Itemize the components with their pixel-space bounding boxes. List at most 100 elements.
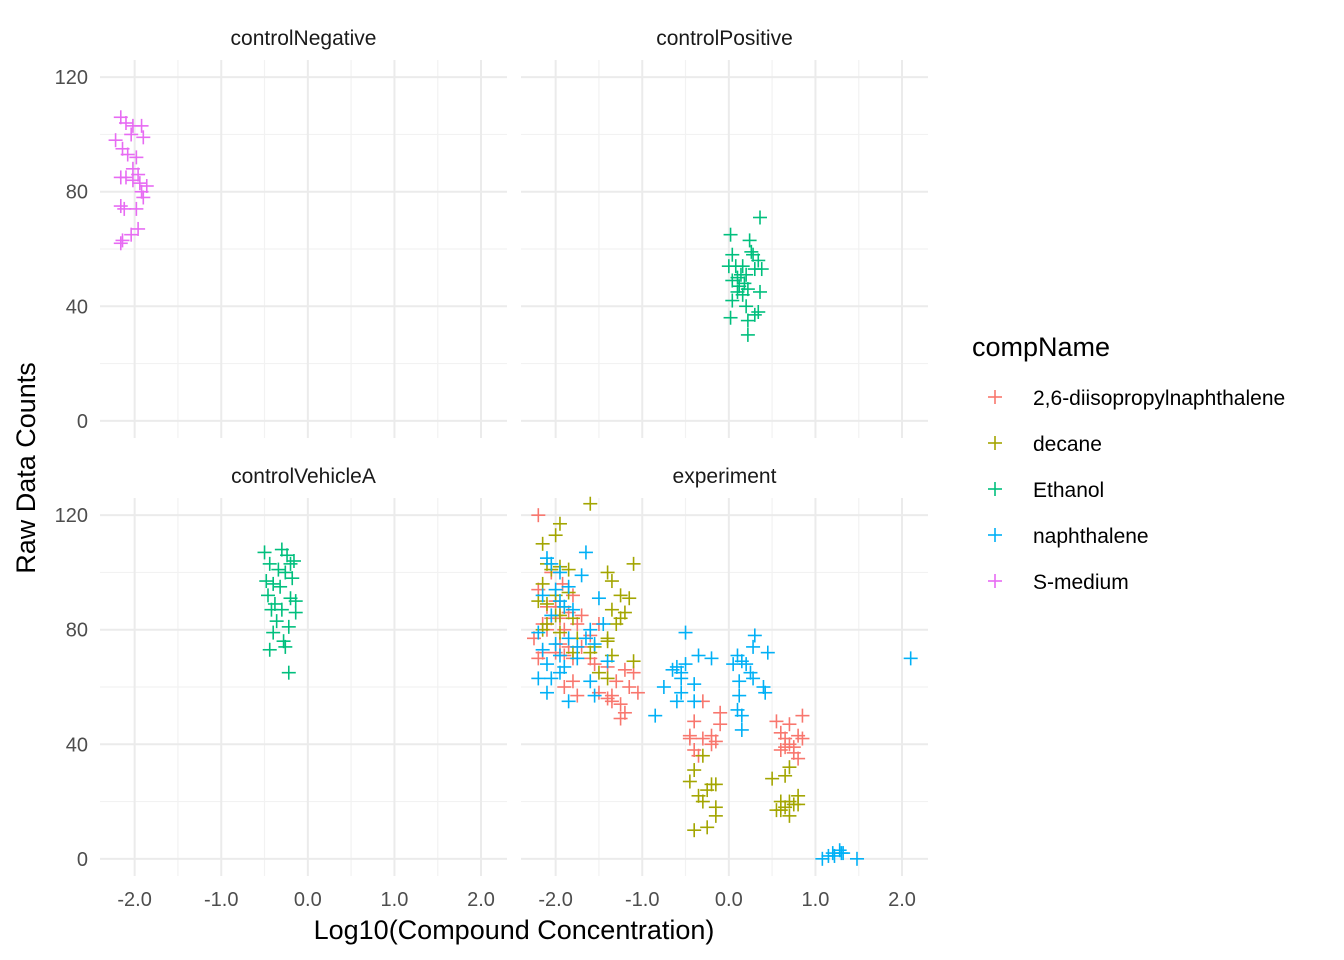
data-point: [665, 662, 680, 677]
x-tick-label: 0.0: [294, 889, 322, 911]
data-point: [531, 671, 546, 686]
x-axis-title: Log10(Compound Concentration): [314, 915, 715, 945]
data-point: [725, 293, 740, 308]
facet-strip-title: experiment: [673, 465, 777, 488]
data-point: [548, 582, 563, 597]
data-point: [535, 588, 550, 603]
data-point: [120, 147, 135, 162]
data-point: [125, 173, 140, 188]
data-point: [271, 562, 286, 577]
data-point: [849, 851, 864, 866]
legend-entry: S-medium: [988, 571, 1129, 594]
data-point: [786, 797, 801, 812]
data-point: [544, 608, 559, 623]
data-point: [118, 170, 133, 185]
data-point: [266, 625, 281, 640]
facet-panel: experiment: [521, 465, 928, 876]
data-point: [725, 247, 740, 262]
data-point: [687, 763, 702, 778]
data-point: [622, 680, 637, 694]
legend-entry: 2,6-diisopropylnaphthalene: [988, 387, 1285, 410]
data-point: [124, 227, 139, 242]
data-point: [280, 548, 295, 563]
data-point: [708, 777, 723, 792]
data-point: [687, 714, 702, 729]
data-point: [758, 685, 773, 700]
data-point: [682, 731, 697, 746]
data-point: [739, 657, 754, 672]
data-point: [678, 625, 693, 640]
legend-key: [988, 390, 1002, 404]
facet-strip-title: controlNegative: [231, 27, 377, 50]
data-point: [600, 565, 615, 580]
data-point: [117, 201, 132, 216]
facet-panels: controlNegative controlPositive controlVeh…: [100, 27, 928, 876]
facet-strip-title: controlVehicleA: [231, 465, 376, 488]
data-point: [548, 528, 563, 543]
data-point: [583, 674, 598, 689]
data-point: [609, 617, 624, 631]
data-point: [557, 680, 572, 694]
data-point: [708, 808, 723, 823]
data-point: [742, 233, 757, 248]
data-point: [557, 599, 572, 614]
data-point: [815, 851, 830, 866]
data-point: [747, 307, 762, 322]
data-point: [535, 642, 550, 657]
y-tick-label: 80: [66, 620, 88, 642]
data-point: [747, 262, 762, 277]
data-point: [274, 602, 289, 617]
data-point: [539, 685, 554, 700]
legend-key: [988, 574, 1002, 588]
legend-key: [988, 436, 1002, 450]
data-point: [604, 602, 619, 617]
facet-panel: controlVehicleA: [100, 465, 507, 876]
data-point: [765, 771, 780, 786]
data-point: [687, 694, 702, 709]
data-point: [570, 651, 585, 666]
data-point: [821, 848, 836, 863]
data-point: [134, 118, 149, 133]
data-point: [786, 740, 801, 755]
data-point: [746, 639, 761, 654]
x-tick-label: -1.0: [625, 889, 659, 911]
data-point: [751, 305, 766, 319]
data-point: [739, 267, 754, 282]
data-point: [622, 591, 637, 606]
data-point: [782, 760, 797, 775]
data-point: [648, 708, 663, 723]
data-point: [604, 574, 619, 589]
data-point: [257, 545, 272, 560]
data-point: [600, 671, 615, 686]
data-point: [734, 722, 749, 737]
data-point: [288, 605, 303, 620]
facet-panel: controlNegative: [100, 27, 507, 438]
data-point: [732, 279, 747, 294]
data-point: [753, 284, 768, 299]
data-point: [260, 588, 275, 603]
data-point: [735, 259, 750, 274]
data-point: [778, 768, 793, 783]
legend-entry: decane: [988, 433, 1102, 456]
data-point: [583, 622, 598, 637]
facet-panel: controlPositive: [521, 27, 928, 438]
data-point: [732, 674, 747, 689]
data-point: [539, 657, 554, 672]
x-tick-label: -2.0: [538, 889, 572, 911]
data-point: [704, 651, 719, 666]
facet-strip-title: controlPositive: [656, 27, 793, 50]
data-point: [131, 221, 146, 236]
y-tick-label: 0: [77, 849, 88, 871]
data-point: [740, 327, 755, 342]
data-point: [552, 665, 567, 680]
data-point: [726, 657, 741, 672]
data-point: [743, 665, 758, 680]
data-point: [739, 299, 754, 314]
data-point: [613, 711, 628, 726]
data-point: [604, 694, 619, 709]
data-point: [600, 654, 615, 669]
data-point: [596, 617, 611, 631]
data-point: [782, 717, 797, 732]
x-tick-label: 1.0: [802, 889, 830, 911]
